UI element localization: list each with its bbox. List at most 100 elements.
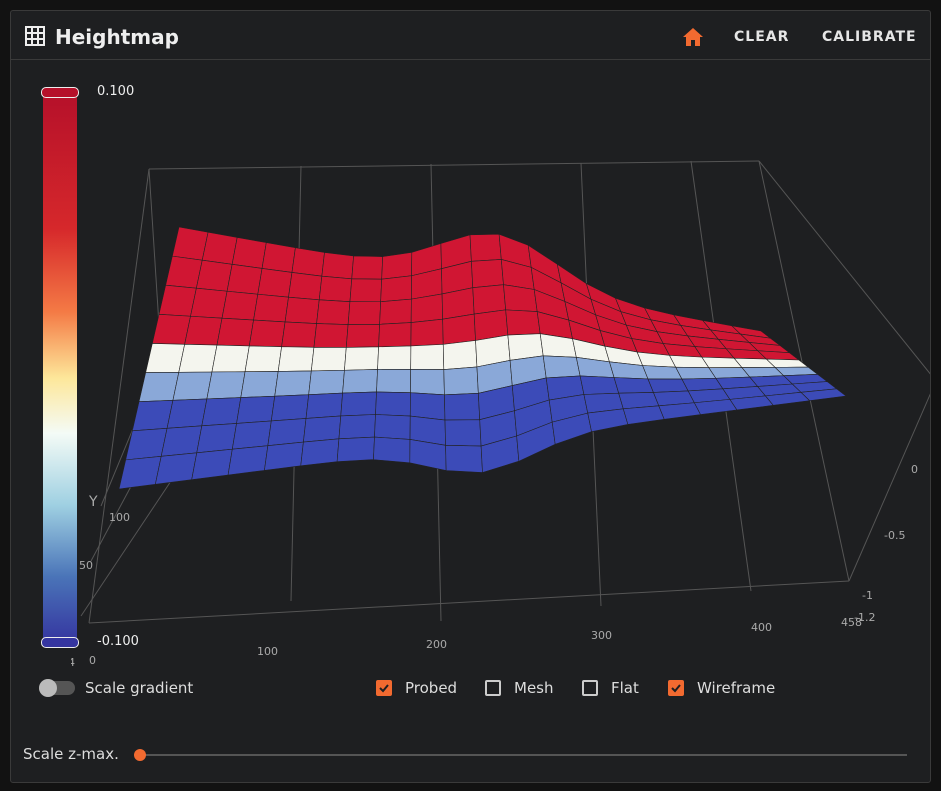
surface-cell <box>471 259 504 289</box>
x-tick-label: 100 <box>257 645 278 658</box>
surface-cell <box>303 415 342 443</box>
axis-line <box>88 580 850 624</box>
surface-cell <box>349 278 382 303</box>
surface-cell <box>244 345 282 373</box>
surface-cell <box>231 420 272 450</box>
surface-cell <box>151 314 191 345</box>
surface-cell <box>375 391 411 417</box>
surface-cell <box>267 418 307 446</box>
surface-cell <box>172 371 213 401</box>
checkbox[interactable] <box>668 680 684 696</box>
checkbox[interactable] <box>485 680 501 696</box>
scale-gradient-label: Scale gradient <box>85 679 194 697</box>
surface-cell <box>338 414 376 440</box>
calibrate-button[interactable]: CALIBRATE <box>822 29 917 45</box>
checkbox-label: Probed <box>405 679 458 697</box>
surface-cell <box>469 233 502 262</box>
surface-cell <box>300 438 340 467</box>
clear-button[interactable]: CLEAR <box>734 29 790 45</box>
checkbox[interactable] <box>582 680 598 696</box>
y-tick-label: 0 <box>89 654 96 667</box>
surface-cell <box>444 392 481 421</box>
surface-cell <box>171 226 209 261</box>
colorbar-min: -0.100 <box>97 634 139 649</box>
surface-cell <box>336 436 375 462</box>
surface-cell <box>206 371 246 400</box>
surface-cell <box>125 427 168 461</box>
surface-cell <box>264 441 304 471</box>
slider-track[interactable] <box>139 754 907 756</box>
surface-cell <box>158 284 197 317</box>
surface-cell <box>410 344 445 370</box>
surface-cell <box>165 255 203 289</box>
x-tick-label: 200 <box>426 638 447 651</box>
checkbox[interactable] <box>376 680 392 696</box>
x-tick-label: 458 <box>841 616 862 629</box>
surface-cell <box>178 343 218 373</box>
surface-cell <box>308 369 345 396</box>
colorbar-max: 0.100 <box>97 84 135 99</box>
surface-cell <box>248 319 286 347</box>
y-tick-label: 50 <box>79 559 93 572</box>
surface-cell <box>190 287 228 319</box>
surface-cell <box>191 448 233 481</box>
colorbar <box>43 91 77 643</box>
surface-cell <box>410 293 443 323</box>
home-button[interactable] <box>682 27 704 47</box>
surface-cell <box>231 237 267 269</box>
axis-line <box>88 168 150 624</box>
surface-cell <box>340 391 377 417</box>
surface-cell <box>410 368 445 396</box>
surface-cell <box>221 290 259 321</box>
surface-cell <box>227 445 269 476</box>
surface-cell <box>138 371 180 402</box>
surface-cell <box>196 259 233 292</box>
axis-line <box>758 160 930 375</box>
slider-thumb[interactable] <box>134 749 146 761</box>
y-axis-label: Y <box>88 494 98 510</box>
surface-cell <box>274 370 312 397</box>
surface-plot[interactable]: Y 100 50 0 -14 100 200 300 400 458 0 -0.5 -1 -1.2 <box>71 151 930 671</box>
x-tick-label: -14 <box>71 656 75 669</box>
colorbar-min-handle[interactable] <box>41 637 79 648</box>
surface-cell <box>472 284 507 315</box>
checkbox-label: Wireframe <box>697 679 776 697</box>
surface-cell <box>410 318 444 347</box>
y-tick-label: 100 <box>109 511 130 524</box>
surface-cell <box>154 452 198 485</box>
surface-cell <box>261 242 296 273</box>
surface-cell <box>378 322 412 348</box>
surface-cell <box>318 275 353 303</box>
surface-cell <box>284 296 320 324</box>
surface-cell <box>351 255 384 280</box>
surface-cell <box>342 369 378 394</box>
surface-cell <box>613 377 654 394</box>
colorbar-max-handle[interactable] <box>41 87 79 98</box>
surface-cell <box>240 371 279 398</box>
divider <box>11 59 930 60</box>
surface-cell <box>145 343 186 373</box>
surface-cell <box>226 263 263 295</box>
scale-gradient-toggle[interactable] <box>39 679 75 697</box>
surface-cell <box>131 399 174 432</box>
surface-cell <box>505 309 541 336</box>
surface-cell <box>316 299 351 325</box>
surface-cell <box>166 398 208 429</box>
checkbox-label: Flat <box>611 679 639 697</box>
surface-cell <box>443 366 479 396</box>
surface-cell <box>409 392 446 421</box>
z-tick-label: -1 <box>862 589 873 602</box>
surface-cell <box>658 402 702 420</box>
z-tick-label: 0 <box>911 463 918 476</box>
surface-cell <box>579 375 620 395</box>
x-tick-label: 300 <box>591 629 612 642</box>
surface-cell <box>253 293 289 323</box>
surface-cell <box>377 345 412 370</box>
surface-cell <box>379 298 412 325</box>
surface-cell <box>216 317 254 347</box>
surface-cell <box>444 419 482 447</box>
surface-cell <box>347 301 381 325</box>
surface-cell <box>374 414 411 440</box>
axis-line <box>148 160 760 170</box>
